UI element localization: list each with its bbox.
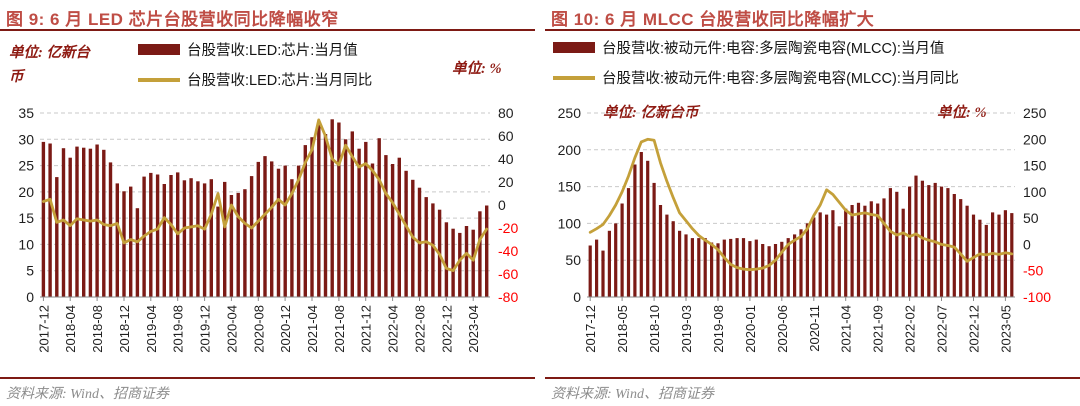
svg-text:100: 100 [558, 215, 582, 231]
svg-text:60: 60 [498, 128, 514, 144]
svg-text:-100: -100 [1023, 289, 1051, 305]
legend-label: 台股营收:LED:芯片:当月同比 [187, 73, 373, 89]
chart-panel-led: 图 9: 6 月 LED 芯片台股营收同比降幅收窄 单位: 亿新台币 单位: %… [0, 0, 535, 406]
svg-text:-40: -40 [498, 243, 518, 259]
svg-text:2020-04: 2020-04 [224, 305, 239, 353]
svg-text:2018-05: 2018-05 [615, 305, 630, 353]
chart-panel-mlcc: 图 10: 6 月 MLCC 台股营收同比降幅扩大 台股营收:被动元件:电容:多… [545, 0, 1080, 406]
svg-text:250: 250 [558, 105, 582, 121]
legend-item-line: 台股营收:LED:芯片:当月同比 [138, 69, 372, 90]
svg-text:150: 150 [1023, 158, 1047, 174]
title-underline [0, 29, 535, 31]
legend-label: 台股营收:LED:芯片:当月值 [187, 43, 358, 59]
svg-text:-60: -60 [498, 266, 518, 282]
svg-text:2020-12: 2020-12 [278, 305, 293, 353]
chart-plot-led: 0 5 10 15 20 25 30 35 -80 -60 -40 -20 0 20 40 60 80 2017-… [18, 105, 518, 353]
svg-text:2022-02: 2022-02 [903, 305, 918, 353]
svg-text:150: 150 [558, 179, 582, 195]
svg-text:20: 20 [498, 174, 514, 190]
source-note: 资料来源: Wind、招商证券 [551, 387, 714, 402]
legend-item-bar: 台股营收:LED:芯片:当月值 [138, 39, 372, 60]
svg-text:2019-08: 2019-08 [711, 305, 726, 353]
svg-text:2021-04: 2021-04 [839, 305, 854, 353]
svg-text:40: 40 [498, 151, 514, 167]
chart-title-led: 图 9: 6 月 LED 芯片台股营收同比降幅收窄 [6, 10, 339, 29]
bar-series-swatch [553, 42, 595, 53]
line-series-swatch [138, 77, 180, 82]
svg-text:100: 100 [1023, 184, 1047, 200]
svg-text:80: 80 [498, 105, 514, 121]
svg-text:2021-09: 2021-09 [871, 305, 886, 353]
legend-item-bar: 台股营收:被动元件:电容:多层陶瓷电容(MLCC):当月值 [553, 37, 959, 58]
svg-text:2017-12: 2017-12 [36, 305, 51, 353]
svg-text:2018-12: 2018-12 [117, 305, 132, 353]
svg-text:2020-08: 2020-08 [251, 305, 266, 353]
title-underline [545, 29, 1080, 31]
svg-text:250: 250 [1023, 105, 1047, 121]
svg-text:0: 0 [573, 289, 581, 305]
svg-text:50: 50 [1023, 210, 1039, 226]
source-note: 资料来源: Wind、招商证券 [6, 387, 169, 402]
svg-text:2019-08: 2019-08 [171, 305, 186, 353]
svg-text:2021-08: 2021-08 [332, 305, 347, 353]
right-axis-unit-label: 单位: % [452, 61, 502, 77]
svg-text:0: 0 [26, 289, 34, 305]
svg-text:0: 0 [498, 197, 506, 213]
svg-text:15: 15 [18, 210, 34, 226]
svg-text:50: 50 [565, 252, 581, 268]
left-axis-unit-label: 单位: 亿新台币 [9, 45, 90, 85]
svg-text:-80: -80 [498, 289, 518, 305]
svg-text:2022-08: 2022-08 [413, 305, 428, 353]
svg-text:2021-12: 2021-12 [359, 305, 374, 353]
svg-text:0: 0 [1023, 236, 1031, 252]
line-series-swatch [553, 75, 595, 80]
svg-text:2023-05: 2023-05 [998, 305, 1013, 353]
svg-text:2019-04: 2019-04 [144, 305, 159, 353]
svg-text:2020-01: 2020-01 [743, 305, 758, 353]
svg-text:-20: -20 [498, 220, 518, 236]
chart-title-mlcc: 图 10: 6 月 MLCC 台股营收同比降幅扩大 [551, 10, 875, 29]
svg-text:2023-04: 2023-04 [466, 305, 481, 353]
svg-text:2021-04: 2021-04 [305, 305, 320, 353]
svg-text:2022-12: 2022-12 [439, 305, 454, 353]
svg-text:35: 35 [18, 105, 34, 121]
svg-text:2020-11: 2020-11 [807, 305, 822, 352]
svg-text:-50: -50 [1023, 263, 1043, 279]
svg-text:2018-10: 2018-10 [647, 305, 662, 353]
footer-rule [0, 377, 535, 379]
svg-text:5: 5 [26, 263, 34, 279]
svg-text:2020-06: 2020-06 [775, 305, 790, 353]
svg-text:2019-03: 2019-03 [679, 305, 694, 353]
svg-text:2018-04: 2018-04 [63, 305, 78, 353]
legend-label: 台股营收:被动元件:电容:多层陶瓷电容(MLCC):当月同比 [602, 71, 959, 87]
svg-text:2019-12: 2019-12 [198, 305, 213, 353]
svg-text:30: 30 [18, 131, 34, 147]
svg-text:2022-07: 2022-07 [935, 305, 950, 353]
legend: 台股营收:LED:芯片:当月值 台股营收:LED:芯片:当月同比 [138, 39, 372, 99]
svg-text:2018-08: 2018-08 [90, 305, 105, 353]
svg-text:20: 20 [18, 184, 34, 200]
bar-series-swatch [138, 44, 180, 55]
legend-label: 台股营收:被动元件:电容:多层陶瓷电容(MLCC):当月值 [602, 41, 945, 57]
svg-text:200: 200 [1023, 131, 1047, 147]
legend: 台股营收:被动元件:电容:多层陶瓷电容(MLCC):当月值 台股营收:被动元件:… [553, 37, 959, 97]
svg-text:25: 25 [18, 158, 34, 174]
svg-text:2017-12: 2017-12 [583, 305, 598, 353]
svg-text:2022-12: 2022-12 [967, 305, 982, 353]
svg-text:10: 10 [18, 236, 34, 252]
footer-rule [545, 377, 1080, 379]
chart-plot-mlcc: 0 50 100 150 200 250 -100 -50 0 50 100 150 200 250 201… [558, 105, 1052, 353]
svg-text:2022-04: 2022-04 [386, 305, 401, 353]
svg-text:200: 200 [558, 142, 582, 158]
legend-item-line: 台股营收:被动元件:电容:多层陶瓷电容(MLCC):当月同比 [553, 67, 959, 88]
